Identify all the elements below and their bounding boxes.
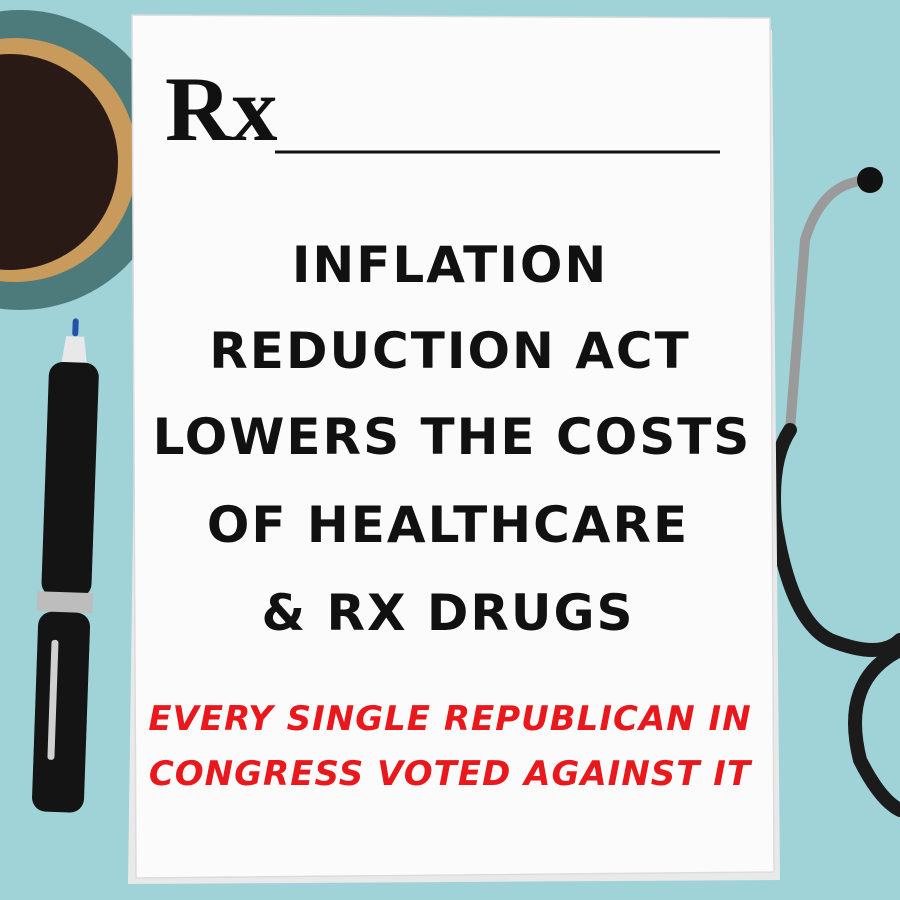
headline-line: LOWERS THE COSTS [153, 408, 752, 466]
prescription-paper [128, 14, 780, 884]
rx-symbol: Rx [165, 58, 277, 160]
headline-line: INFLATION [292, 236, 608, 294]
subhead-line: CONGRESS VOTED AGAINST IT [149, 754, 753, 794]
headline-line: & RX DRUGS [261, 584, 634, 642]
headline-line: OF HEALTHCARE [207, 496, 689, 554]
pen [32, 318, 99, 813]
headline-line: REDUCTION ACT [209, 322, 690, 380]
coffee-mug [0, 10, 170, 310]
subhead-line: EVERY SINGLE REPUBLICAN IN [148, 699, 751, 739]
